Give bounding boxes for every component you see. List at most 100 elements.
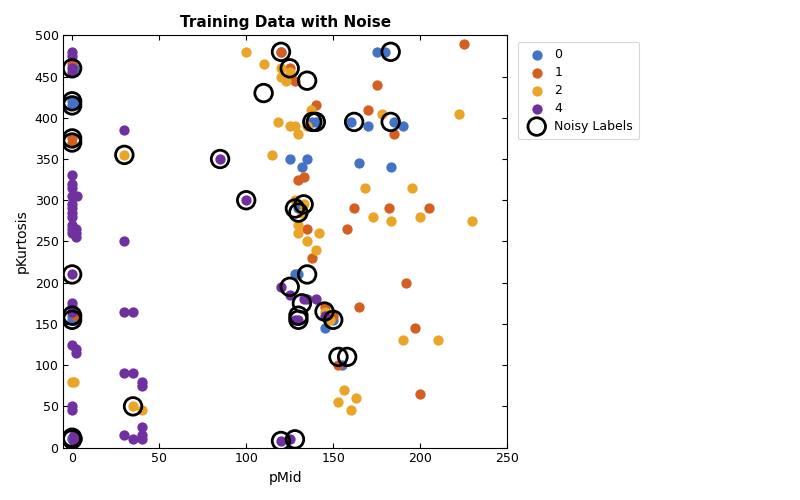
2 — [301, 122, 314, 130]
1 — [66, 138, 78, 146]
1 — [362, 106, 374, 114]
0 — [67, 64, 80, 72]
4 — [67, 437, 80, 445]
2 — [431, 336, 444, 344]
Noisy Labels — [126, 402, 139, 410]
4 — [283, 436, 296, 444]
0 — [388, 118, 401, 126]
2 — [289, 122, 302, 130]
0 — [370, 48, 383, 56]
Noisy Labels — [301, 270, 314, 278]
4 — [135, 431, 148, 439]
2 — [292, 229, 305, 237]
1 — [283, 64, 296, 72]
2 — [344, 406, 357, 414]
4 — [274, 437, 287, 445]
1 — [382, 204, 395, 212]
0 — [295, 164, 308, 172]
Noisy Labels — [240, 196, 253, 204]
0 — [344, 118, 357, 126]
0 — [397, 122, 410, 130]
1 — [70, 309, 82, 317]
4 — [118, 126, 130, 134]
2 — [66, 378, 78, 386]
4 — [70, 436, 82, 444]
1 — [348, 204, 361, 212]
0 — [306, 118, 318, 126]
4 — [66, 308, 78, 316]
0 — [335, 361, 348, 369]
2 — [295, 208, 308, 216]
0 — [66, 434, 78, 442]
0 — [71, 434, 84, 442]
2 — [292, 221, 305, 229]
Noisy Labels — [348, 118, 361, 126]
Noisy Labels — [118, 151, 130, 159]
2 — [452, 110, 465, 118]
2 — [367, 212, 380, 220]
Noisy Labels — [298, 200, 310, 208]
4 — [289, 316, 302, 324]
4 — [66, 192, 78, 200]
4 — [66, 172, 78, 179]
Noisy Labels — [66, 98, 78, 106]
2 — [126, 402, 139, 410]
Noisy Labels — [257, 89, 270, 97]
0 — [379, 48, 392, 56]
4 — [66, 221, 78, 229]
4 — [67, 434, 80, 442]
4 — [66, 180, 78, 188]
0 — [70, 437, 82, 445]
4 — [118, 370, 130, 378]
X-axis label: pMid: pMid — [269, 471, 302, 485]
4 — [71, 436, 84, 444]
0 — [67, 316, 80, 324]
1 — [66, 60, 78, 68]
1 — [422, 204, 435, 212]
4 — [66, 229, 78, 237]
Noisy Labels — [327, 316, 340, 324]
Noisy Labels — [384, 118, 397, 126]
4 — [283, 291, 296, 299]
Legend: 0, 1, 2, 4, Noisy Labels: 0, 1, 2, 4, Noisy Labels — [518, 42, 639, 139]
Noisy Labels — [332, 353, 345, 361]
2 — [135, 406, 148, 414]
4 — [135, 423, 148, 431]
2 — [375, 110, 388, 118]
1 — [310, 102, 322, 110]
4 — [135, 382, 148, 390]
2 — [304, 106, 317, 114]
4 — [66, 204, 78, 212]
4 — [310, 295, 322, 303]
0 — [66, 102, 78, 110]
4 — [71, 192, 84, 200]
Noisy Labels — [384, 48, 397, 56]
1 — [332, 361, 345, 369]
1 — [414, 390, 426, 398]
2 — [318, 308, 331, 316]
4 — [70, 225, 82, 233]
0 — [283, 155, 296, 163]
4 — [274, 283, 287, 291]
2 — [466, 217, 479, 225]
4 — [66, 402, 78, 410]
4 — [66, 300, 78, 308]
4 — [67, 436, 80, 444]
2 — [240, 48, 253, 56]
0 — [384, 164, 397, 172]
2 — [257, 60, 270, 68]
1 — [327, 312, 340, 320]
Noisy Labels — [306, 118, 318, 126]
1 — [292, 176, 305, 184]
4 — [292, 316, 305, 324]
4 — [118, 308, 130, 316]
1 — [458, 40, 470, 48]
0 — [70, 98, 82, 106]
2 — [414, 212, 426, 220]
Noisy Labels — [66, 270, 78, 278]
1 — [289, 76, 302, 84]
1 — [298, 173, 310, 181]
0 — [70, 316, 82, 324]
Noisy Labels — [214, 155, 226, 163]
2 — [358, 184, 371, 192]
